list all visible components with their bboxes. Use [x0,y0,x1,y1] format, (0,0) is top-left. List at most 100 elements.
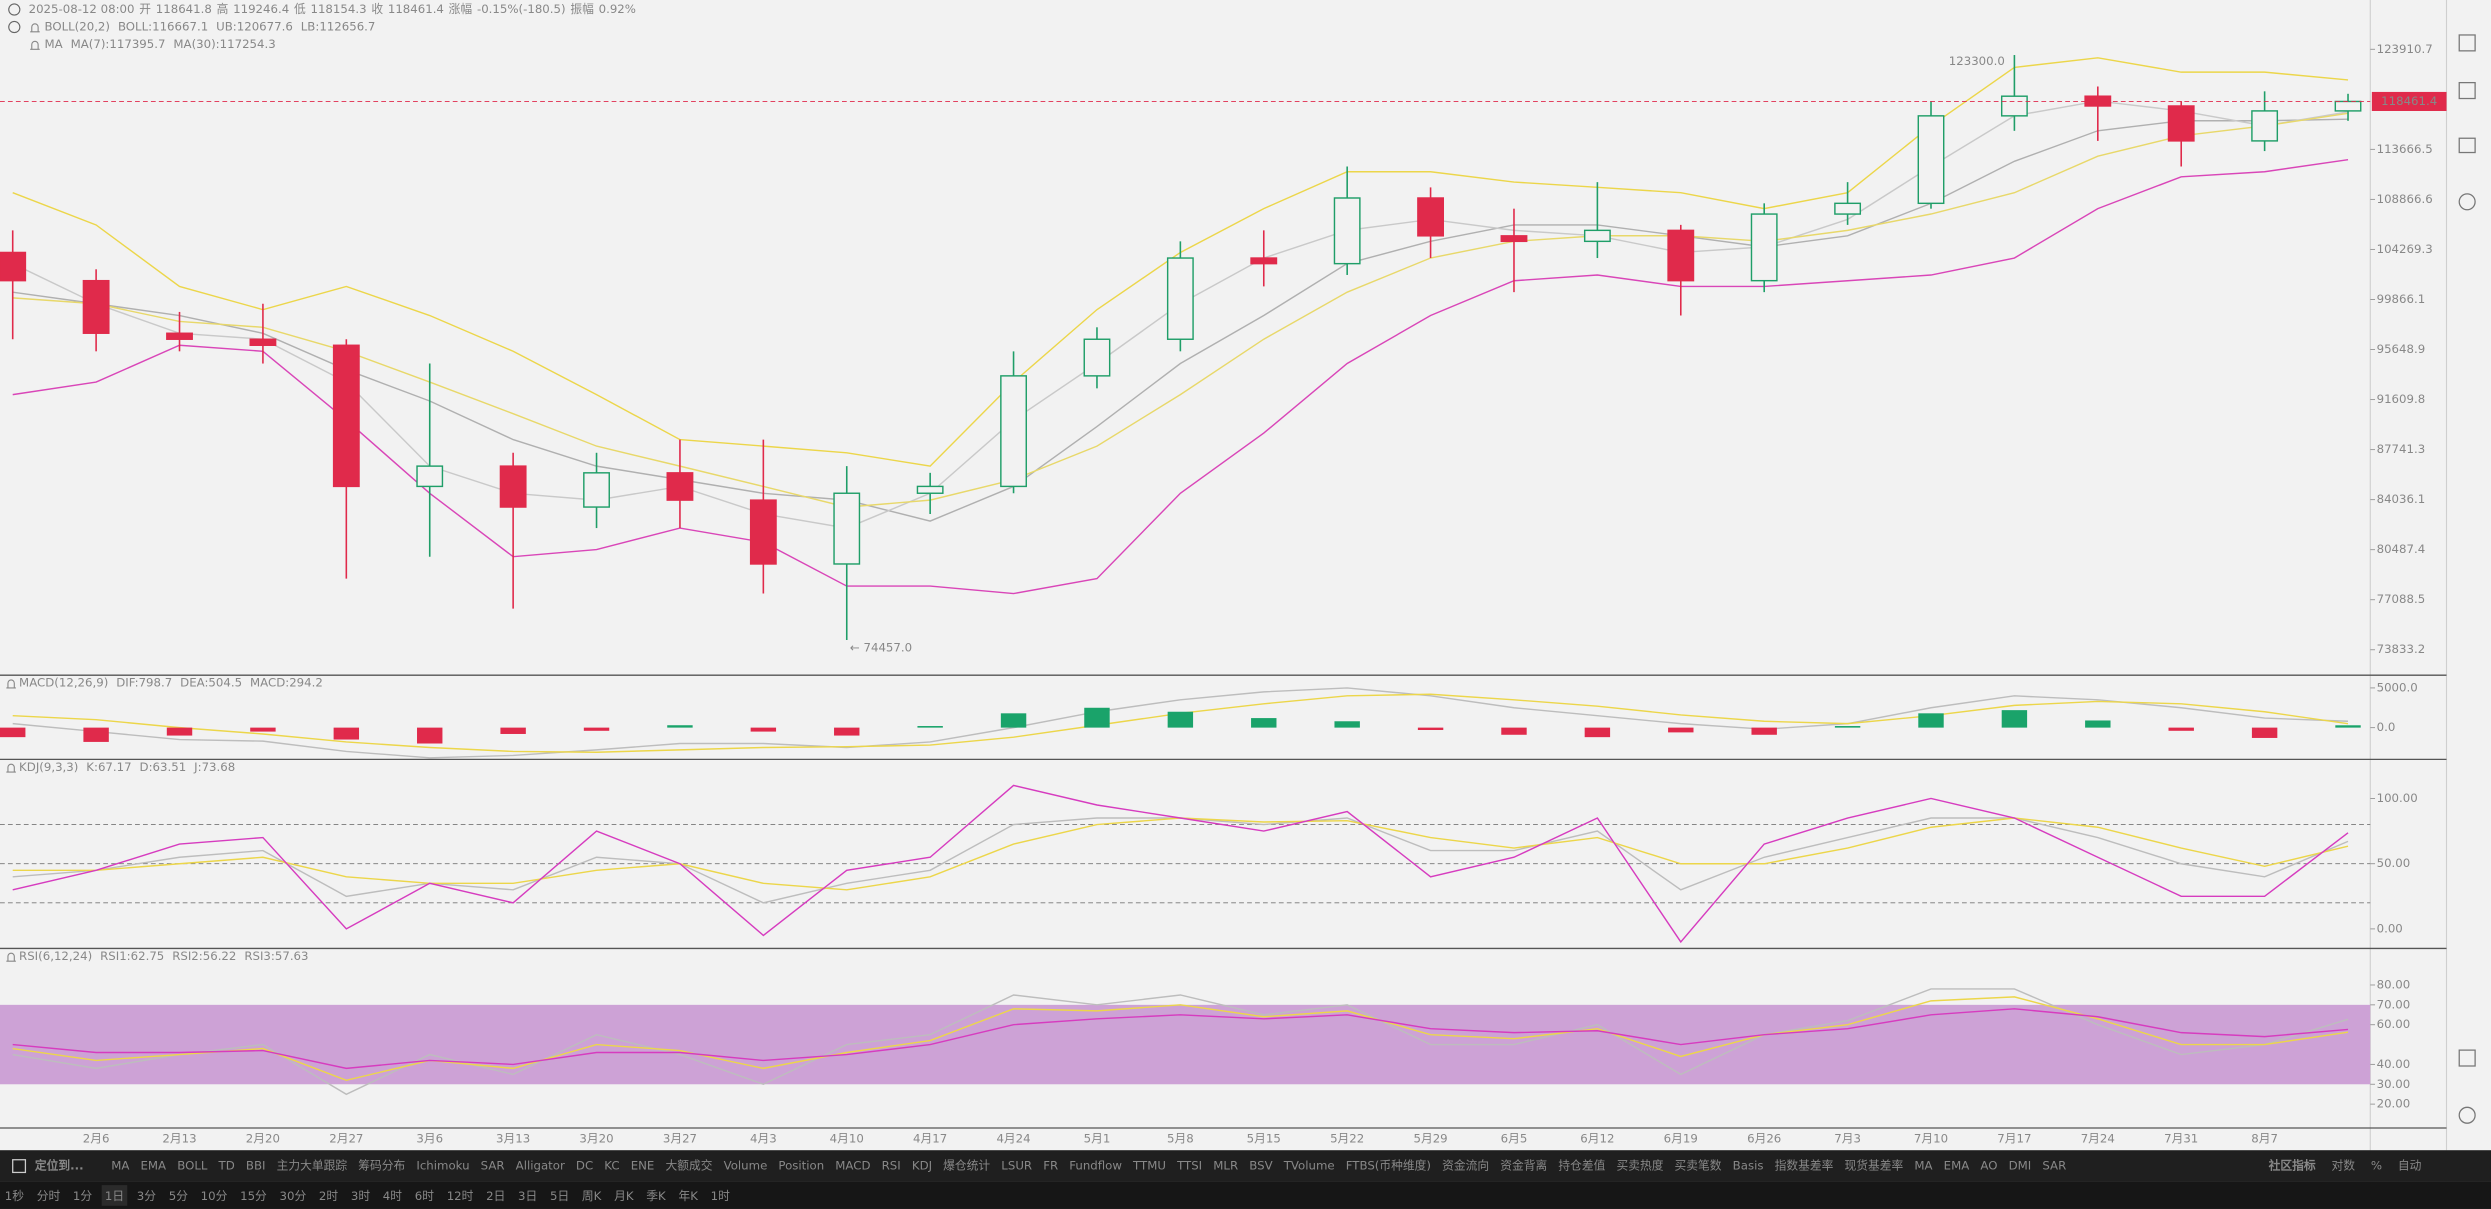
indicator-tab[interactable]: 资金流向 [1442,1159,1489,1173]
indicator-tab[interactable]: BBI [246,1159,266,1173]
indicator-tab[interactable]: FR [1043,1159,1058,1173]
x-tick-label: 4月10 [830,1132,864,1146]
timeframe-tab[interactable]: 季K [646,1189,666,1203]
bell-icon [6,679,16,689]
indicator-tab[interactable]: Alligator [516,1159,565,1173]
timeframe-tab[interactable]: 周K [582,1189,602,1203]
timeframe-tab[interactable]: 15分 [240,1189,267,1203]
indicator-tab[interactable]: EMA [141,1159,167,1173]
high-annotation: 123300.0 [1949,54,2005,68]
y-tick-label: 91609.8 [2377,392,2426,406]
indicator-tab[interactable]: 现货基差率 [1844,1159,1903,1173]
sidebar-icon[interactable] [2458,34,2476,52]
indicator-tab[interactable]: 大额成交 [665,1159,712,1173]
indicator-tab[interactable]: BOLL [177,1159,208,1173]
indicator-tab[interactable]: MLR [1213,1159,1238,1173]
timeframe-tab[interactable]: 年K [678,1189,698,1203]
timeframe-tab[interactable]: 1日 [105,1189,124,1203]
toolbar-option[interactable]: 自动 [2398,1159,2422,1173]
timeframe-tab[interactable]: 1时 [711,1189,730,1203]
timeframe-tab[interactable]: 1秒 [5,1189,24,1203]
indicator-tab[interactable]: EMA [1944,1159,1970,1173]
indicator-tab[interactable]: TTMU [1132,1159,1166,1173]
candle-body [2000,95,2028,117]
indicator-tab[interactable]: 主力大单跟踪 [277,1159,348,1173]
collapse-icon[interactable] [8,20,21,34]
toolbar-option[interactable]: 社区指标 [2268,1159,2316,1173]
indicator-tab[interactable]: TTSI [1176,1159,1202,1173]
y-tick-label: 70.00 [2377,997,2411,1011]
sidebar-icon[interactable] [2458,193,2476,211]
candle-body [332,344,360,488]
timeframe-tab[interactable]: 4时 [383,1189,402,1203]
timeframe-tab[interactable]: 5分 [169,1189,188,1203]
timeframe-tab[interactable]: 6时 [415,1189,434,1203]
timeframe-tab[interactable]: 10分 [201,1189,228,1203]
indicator-tab[interactable]: MA [111,1159,129,1173]
indicator-tab[interactable]: 买卖热度 [1616,1159,1663,1173]
indicator-tab[interactable]: LSUR [1001,1159,1032,1173]
indicator-tab[interactable]: BSV [1249,1159,1272,1173]
indicator-tab[interactable]: SAR [2042,1159,2066,1173]
x-tick-label: 2月27 [329,1132,363,1146]
indicator-tab[interactable]: DC [576,1159,593,1173]
candle-body [2334,100,2362,112]
timeframe-tab[interactable]: 5日 [550,1189,569,1203]
toolbar-option[interactable]: 对数 [2331,1159,2355,1173]
timeframe-tab[interactable]: 2日 [486,1189,505,1203]
indicator-tab[interactable]: FTBS(币种维度) [1346,1159,1431,1173]
candle-body [82,279,110,334]
macd-bar [2251,727,2278,738]
sidebar-icon[interactable] [2458,1106,2476,1124]
candle-body [1333,197,1361,265]
locate-button[interactable]: 定位到... [35,1159,84,1173]
indicator-tab[interactable]: RSI [882,1159,901,1173]
legend-entry: MA(30):117254.3 [173,37,275,51]
timeframe-tab[interactable]: 月K [614,1189,634,1203]
indicator-tab[interactable]: 筹码分布 [358,1159,405,1173]
indicator-tab[interactable]: DMI [2009,1159,2032,1173]
indicator-tab[interactable]: AO [1980,1159,1997,1173]
indicator-tab[interactable]: 资金背离 [1500,1159,1547,1173]
indicator-title: BOLL(20,2) [44,20,110,34]
indicator-tab[interactable]: MACD [835,1159,870,1173]
timeframe-tab[interactable]: 3分 [137,1189,156,1203]
indicator-tab[interactable]: TD [218,1159,235,1173]
timeframe-tab[interactable]: 12时 [447,1189,474,1203]
sidebar-icon[interactable] [2458,1049,2476,1067]
timeframe-tab[interactable]: 分时 [37,1189,61,1203]
timeframe-tab[interactable]: 30分 [280,1189,307,1203]
toolbar-option[interactable]: % [2371,1159,2382,1173]
x-tick-label: 7月31 [2164,1132,2198,1146]
indicator-tab[interactable]: MA [1914,1159,1932,1173]
timeframe-tab[interactable]: 1分 [73,1189,92,1203]
sidebar-icon[interactable] [2458,81,2476,100]
indicator-tab[interactable]: 买卖笔数 [1675,1159,1722,1173]
x-tick-label: 2月6 [83,1132,110,1146]
sidebar-icon[interactable] [2458,137,2476,154]
indicator-tab[interactable]: SAR [481,1159,505,1173]
timeframe-tab[interactable]: 3日 [518,1189,537,1203]
indicator-tab[interactable]: 指数基差率 [1775,1159,1834,1173]
timeframe-tab[interactable]: 3时 [351,1189,370,1203]
indicator-tab[interactable]: KDJ [912,1159,932,1173]
legend-entry: K:67.17 [86,760,131,774]
indicator-tab[interactable]: Basis [1733,1159,1764,1173]
collapse-icon[interactable] [8,3,21,16]
indicator-tab[interactable]: Position [778,1159,824,1173]
indicator-tab[interactable]: KC [604,1159,619,1173]
indicator-tab[interactable]: 爆仓统计 [943,1159,990,1173]
indicator-tab[interactable]: Volume [724,1159,768,1173]
indicator-tab[interactable]: ENE [631,1159,655,1173]
candle-body [1417,197,1445,237]
candle-body [1667,229,1695,282]
timeframe-tab[interactable]: 2时 [319,1189,338,1203]
y-tick-label: 99866.1 [2377,292,2426,306]
indicator-tab[interactable]: Ichimoku [416,1159,469,1173]
rsi-band [0,1004,2371,1085]
candle-body [0,251,27,282]
indicator-tab[interactable]: TVolume [1283,1159,1335,1173]
ohlc-field: 118461.4 [388,2,444,16]
indicator-tab[interactable]: 持仓差值 [1558,1159,1605,1173]
indicator-tab[interactable]: Fundflow [1069,1159,1122,1173]
